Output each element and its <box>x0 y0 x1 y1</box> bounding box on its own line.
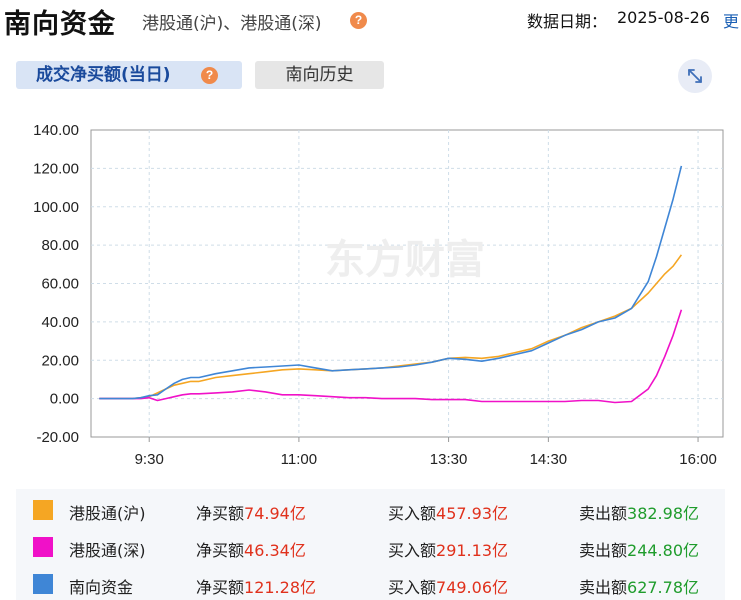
sell-label: 卖出额 <box>579 541 628 560</box>
series-line-2 <box>99 165 683 400</box>
net-buy-value: 46.34亿 <box>244 541 306 560</box>
x-tick-label: 13:30 <box>430 451 468 468</box>
sell-label: 卖出额 <box>579 578 628 597</box>
y-tick-label: -20.00 <box>36 429 79 446</box>
sell-label: 卖出额 <box>579 504 628 523</box>
legend-swatch-sz <box>33 537 53 557</box>
buy-label: 买入额 <box>388 578 437 597</box>
date-label: 数据日期： <box>527 12 608 31</box>
y-tick-label: 100.00 <box>33 199 79 216</box>
header: 南向资金 港股通(沪)、港股通(深) ? 数据日期： 2025-08-26 更 <box>0 0 741 40</box>
x-tick-label: 9:30 <box>135 451 164 468</box>
y-tick-label: 140.00 <box>33 122 79 139</box>
expand-button[interactable] <box>678 59 712 93</box>
series-line-1 <box>99 309 683 404</box>
y-tick-label: 20.00 <box>41 352 79 369</box>
buy-amount: 买入额457.93亿 <box>388 500 508 524</box>
legend-swatch-total <box>33 574 53 594</box>
buy-value: 291.13亿 <box>436 541 509 560</box>
date-value: 2025-08-26 <box>617 8 710 27</box>
intraday-net-buy-chart: 东方财富 140.00 120.00 100.00 80.00 60.00 40.00 20… <box>33 122 724 468</box>
series-name: 南向资金 <box>69 578 134 597</box>
sell-value: 382.98亿 <box>627 504 700 523</box>
buy-label: 买入额 <box>388 504 437 523</box>
more-link[interactable]: 更 <box>723 12 740 31</box>
sell-amount: 卖出额244.80亿 <box>579 537 699 561</box>
help-icon[interactable]: ? <box>350 12 367 29</box>
expand-icon <box>688 69 702 83</box>
y-tick-label: 40.00 <box>41 314 79 331</box>
sell-amount: 卖出额382.98亿 <box>579 500 699 524</box>
x-tick-label: 14:30 <box>530 451 568 468</box>
sell-value: 244.80亿 <box>627 541 700 560</box>
summary-row-total: 南向资金 净买额121.28亿 买入额749.06亿 卖出额627.78亿 <box>16 565 725 600</box>
page-subtitle: 港股通(沪)、港股通(深) <box>142 14 322 34</box>
y-tick-label: 120.00 <box>33 160 79 177</box>
tab-help-icon[interactable]: ? <box>201 67 218 84</box>
summary-table: 港股通(沪) 净买额74.94亿 买入额457.93亿 卖出额382.98亿 港… <box>16 489 725 600</box>
plot-frame <box>90 129 724 438</box>
summary-row-sz: 港股通(深) 净买额46.34亿 买入额291.13亿 卖出额244.80亿 <box>16 528 725 565</box>
legend-swatch-sh <box>33 500 53 520</box>
net-buy-value: 74.94亿 <box>244 504 306 523</box>
buy-label: 买入额 <box>388 541 437 560</box>
chart-watermark: 东方财富 <box>325 237 485 283</box>
y-tick-label: 80.00 <box>41 237 79 254</box>
net-buy: 净买额74.94亿 <box>196 500 306 524</box>
y-tick-label: 0.00 <box>50 391 79 408</box>
summary-row-sh: 港股通(沪) 净买额74.94亿 买入额457.93亿 卖出额382.98亿 <box>16 491 725 528</box>
net-buy-label: 净买额 <box>196 578 245 597</box>
net-buy: 净买额121.28亿 <box>196 574 316 598</box>
buy-value: 457.93亿 <box>436 504 509 523</box>
series-name: 港股通(沪) <box>69 504 146 523</box>
y-tick-label: 60.00 <box>41 276 79 293</box>
net-buy-label: 净买额 <box>196 504 245 523</box>
series-name: 港股通(深) <box>69 541 146 560</box>
sell-amount: 卖出额627.78亿 <box>579 574 699 598</box>
net-buy: 净买额46.34亿 <box>196 537 306 561</box>
x-tick-label: 11:00 <box>281 451 317 468</box>
tab-southbound-history[interactable]: 南向历史 <box>255 61 384 89</box>
sell-value: 627.78亿 <box>627 578 700 597</box>
x-tick-label: 16:00 <box>679 451 717 468</box>
net-buy-label: 净买额 <box>196 541 245 560</box>
page-title: 南向资金 <box>4 9 116 40</box>
buy-value: 749.06亿 <box>436 578 509 597</box>
net-buy-value: 121.28亿 <box>244 578 317 597</box>
buy-amount: 买入额291.13亿 <box>388 537 508 561</box>
buy-amount: 买入额749.06亿 <box>388 574 508 598</box>
